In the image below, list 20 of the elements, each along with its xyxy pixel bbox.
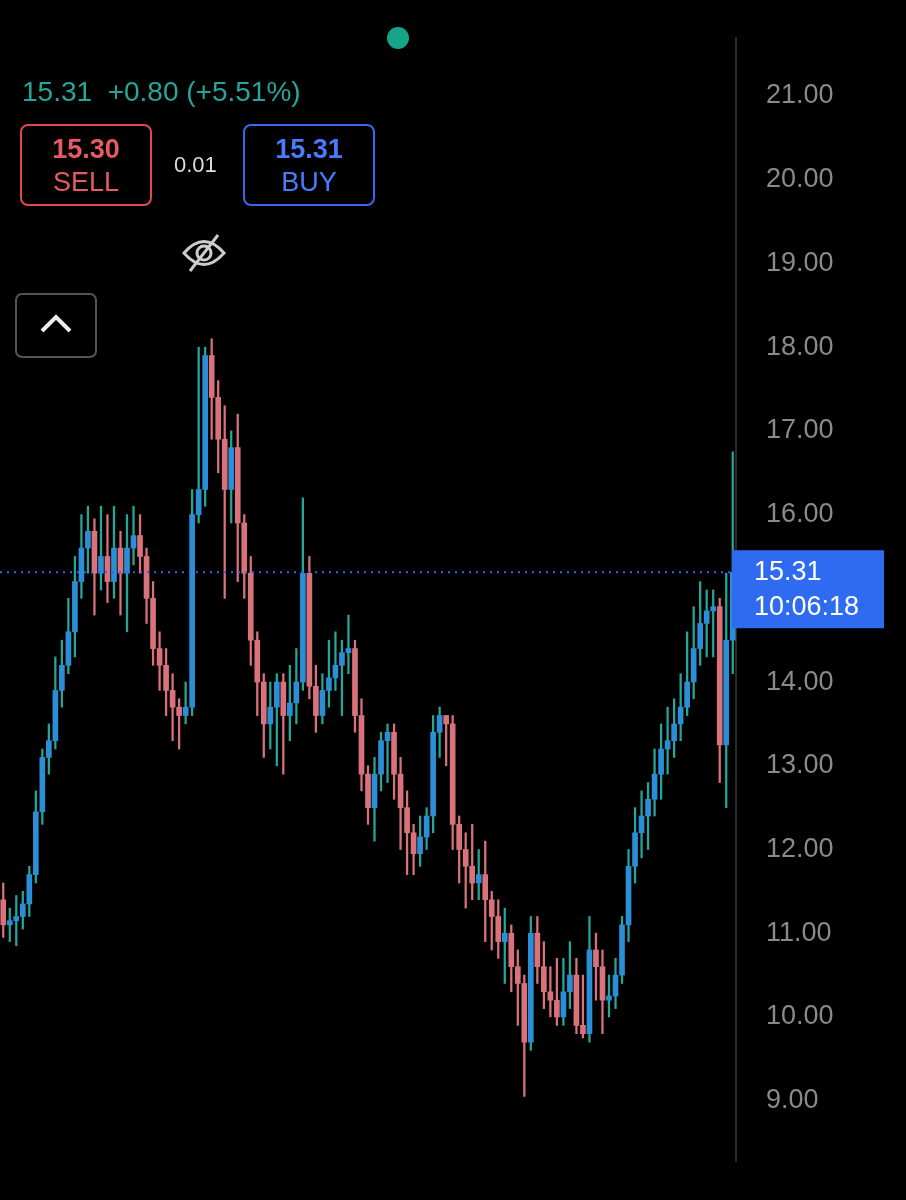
annotation: SELL — [51, 166, 121, 199]
annotation: 0.01 — [174, 152, 217, 178]
y-tick-label: 10.00 — [766, 1000, 834, 1031]
y-tick-label: 11.00 — [766, 916, 832, 947]
y-tick-label: 17.00 — [766, 414, 834, 445]
y-tick-label: 16.00 — [766, 498, 834, 529]
y-tick-label: 18.00 — [766, 330, 834, 361]
y-tick-label: 21.00 — [766, 79, 834, 110]
y-tick-label: 13.00 — [766, 749, 834, 780]
y-tick-label: 14.00 — [766, 665, 834, 696]
annotation: 15.31 — [274, 133, 344, 166]
annotation: 15.30 — [51, 133, 121, 166]
y-tick-label: 9.00 — [766, 1084, 819, 1115]
y-tick-label: 19.00 — [766, 246, 834, 277]
y-tick-label: 12.00 — [766, 832, 834, 863]
ref-line-label: 15.31 — [754, 555, 822, 586]
annotation: BUY — [280, 166, 338, 199]
annotation: 15.31 +0.80 (+5.51%) — [22, 76, 301, 108]
text: 10:06:18 — [754, 590, 860, 621]
y-tick-label: 20.00 — [766, 163, 834, 194]
